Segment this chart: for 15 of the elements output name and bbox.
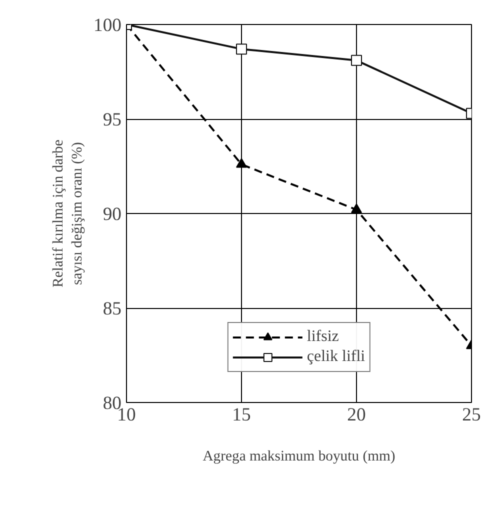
point [236, 44, 247, 55]
x-tick-label: 20 [347, 404, 366, 426]
point [351, 54, 362, 66]
y-tick-label: 100 [94, 15, 122, 36]
legend-label: lifsiz [306, 328, 339, 346]
legend-label: çelik lifli [306, 348, 366, 366]
y-tick-label: 85 [102, 298, 122, 320]
y-tick-label: 90 [102, 204, 122, 225]
point [236, 158, 247, 168]
point [351, 203, 362, 214]
x-tick-label: 25 [462, 404, 481, 426]
x-tick-label: 15 [232, 404, 251, 426]
y-axis-title: Relatif kırılma için darbe sayısı değişim oranı (%) [50, 140, 86, 288]
y-tick-label: 95 [102, 110, 122, 130]
x-axis-title: Agrega maksimum boyutu (mm) [202, 448, 396, 464]
